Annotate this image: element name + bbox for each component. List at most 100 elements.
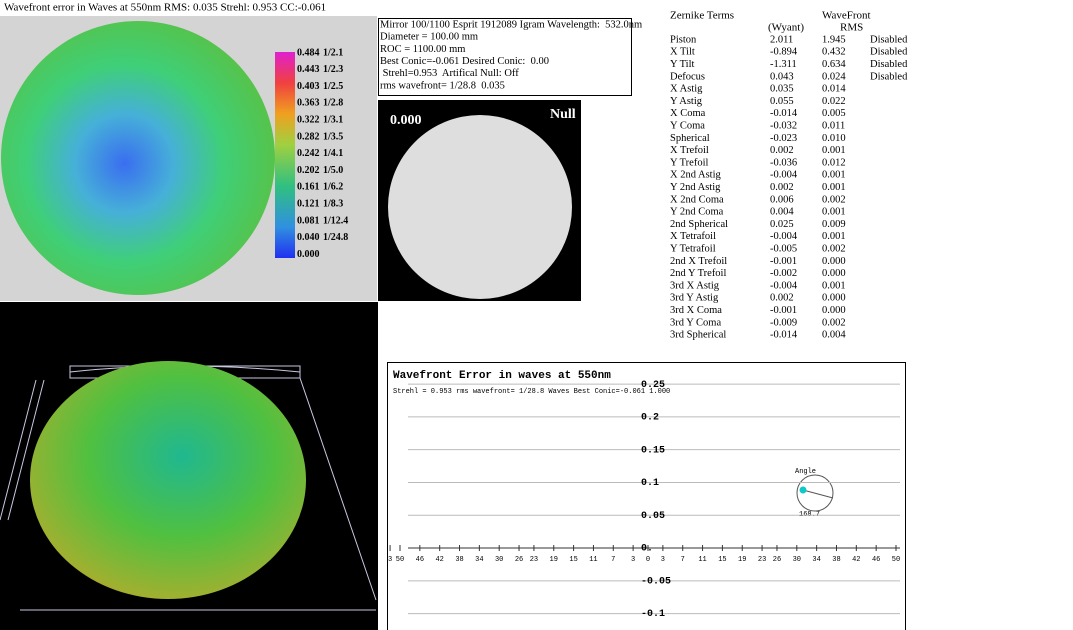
info-line: ROC = 1100.00 mm <box>380 44 465 55</box>
x-tick-label: 3 <box>661 556 665 564</box>
x-tick-label: 30 <box>793 556 801 564</box>
x-tick-label: 3 <box>631 556 635 564</box>
rms-value: 0.000 <box>822 256 846 267</box>
rms-value: 0.005 <box>822 108 846 119</box>
info-line: Mirror 100/1100 Esprit 1912089 Igram Wav… <box>380 19 642 30</box>
term-name: 2nd Spherical <box>670 219 728 230</box>
y-tick-label: -0.1 <box>641 609 665 620</box>
rms-value: 0.001 <box>822 145 846 156</box>
term-status: Disabled <box>870 71 908 82</box>
rms-value: 0.001 <box>822 231 846 242</box>
colorbar-value: 0.363 <box>297 98 320 109</box>
info-box <box>378 18 632 96</box>
term-name: 3rd X Coma <box>670 305 722 316</box>
x-tick-label: 50 <box>892 556 900 564</box>
colorbar-fraction: 1/2.5 <box>323 81 343 92</box>
igram-label: Null <box>550 107 576 122</box>
igram-clip <box>581 100 591 301</box>
x-tick-label: 11 <box>698 556 706 564</box>
x-tick-label: 19 <box>550 556 558 564</box>
term-name: 3rd Y Astig <box>670 293 719 304</box>
wyant-value: 0.002 <box>770 182 794 193</box>
x-tick-label: 15 <box>569 556 577 564</box>
y-tick-label: 0.1 <box>641 478 659 489</box>
colorbar-value: 0.242 <box>297 148 320 159</box>
rms-value: 0.014 <box>822 84 846 95</box>
rms-value: 0.022 <box>822 96 846 107</box>
term-name: Defocus <box>670 71 705 82</box>
term-status: Disabled <box>870 34 908 45</box>
wyant-value: 0.043 <box>770 71 794 82</box>
x-tick-label: 34 <box>475 556 483 564</box>
colorbar-fraction: 1/8.3 <box>323 198 343 209</box>
zernike-table: Zernike Terms (Wyant) WaveFront RMS Pist… <box>670 10 908 341</box>
rms-value: 0.000 <box>822 293 846 304</box>
info-line: Strehl=0.953 Artifical Null: Off <box>380 68 519 79</box>
wyant-value: 0.055 <box>770 96 794 107</box>
colorbar <box>275 52 295 258</box>
y-tick-label: 0.2 <box>641 413 659 424</box>
zernike-header: WaveFront <box>822 10 871 22</box>
wyant-value: -0.032 <box>770 121 797 132</box>
rms-value: 1.945 <box>822 34 846 45</box>
info-line: rms wavefront= 1/28.8 0.035 <box>380 80 505 91</box>
x-tick-label: 23 <box>530 556 538 564</box>
term-name: X Tetrafoil <box>670 231 716 242</box>
x-tick-label: 50 <box>396 556 404 564</box>
y-tick-label: 0. <box>641 544 653 555</box>
map-title: Wavefront error in Waves at 550nm RMS: 0… <box>4 2 326 14</box>
term-name: Y 2nd Coma <box>670 207 724 218</box>
wyant-value: -0.004 <box>770 280 798 291</box>
term-name: Y Astig <box>670 96 703 107</box>
angle-handle[interactable] <box>799 486 807 494</box>
wyant-value: -0.023 <box>770 133 797 144</box>
colorbar-fraction: 1/6.2 <box>323 182 343 193</box>
y-tick-label: 0.15 <box>641 445 665 456</box>
x-tick-label: 7 <box>611 556 615 564</box>
colorbar-value: 0.282 <box>297 131 320 142</box>
x-tick-label: 26 <box>515 556 523 564</box>
x-tick-label: 26 <box>773 556 781 564</box>
wyant-value: 0.035 <box>770 84 794 95</box>
x-tick-label: 7 <box>681 556 685 564</box>
wyant-value: 0.025 <box>770 219 794 230</box>
x-tick-label: 0 <box>646 556 650 564</box>
term-name: Piston <box>670 34 697 45</box>
colorbar-labels: 0.484 1/2.10.443 1/2.30.403 1/2.50.363 1/2.8… <box>297 47 348 260</box>
colorbar-fraction: 1/2.1 <box>323 47 343 58</box>
rms-value: 0.009 <box>822 219 846 230</box>
colorbar-fraction: 1/2.3 <box>323 64 343 75</box>
colorbar-fraction: 1/3.1 <box>323 114 343 125</box>
colorbar-fraction: 1/4.1 <box>323 148 343 159</box>
rms-value: 0.001 <box>822 280 846 291</box>
profile-chart: Wavefront Error in waves at 550nm Strehl… <box>388 370 900 620</box>
wyant-value: -0.014 <box>770 108 798 119</box>
colorbar-fraction: 1/24.8 <box>323 232 348 243</box>
colorbar-fraction: 1/3.5 <box>323 131 343 142</box>
colorbar-value: 0.121 <box>297 198 320 209</box>
wyant-value: -0.002 <box>770 268 797 279</box>
term-name: Y Tilt <box>670 59 695 70</box>
igram-disk <box>388 115 572 299</box>
wyant-value: -0.009 <box>770 317 797 328</box>
term-name: X Coma <box>670 108 706 119</box>
rms-value: 0.001 <box>822 207 846 218</box>
angle-label: Angle <box>795 468 816 476</box>
rms-value: 0.002 <box>822 194 846 205</box>
zernike-header: (Wyant) <box>768 22 804 34</box>
term-name: Y Tetrafoil <box>670 244 716 255</box>
wyant-value: -0.004 <box>770 231 798 242</box>
term-name: X 2nd Astig <box>670 170 722 181</box>
x-tick-label: 42 <box>852 556 860 564</box>
rms-value: 0.000 <box>822 268 846 279</box>
colorbar-fraction: 1/2.8 <box>323 98 343 109</box>
colorbar-value: 0.081 <box>297 215 320 226</box>
wyant-value: 0.004 <box>770 207 794 218</box>
wyant-value: -0.001 <box>770 305 797 316</box>
term-name: X Trefoil <box>670 145 709 156</box>
wyant-value: -0.005 <box>770 244 797 255</box>
colorbar-value: 0.161 <box>297 182 320 193</box>
wavefront-disk <box>1 21 275 295</box>
x-tick-label: 15 <box>718 556 726 564</box>
